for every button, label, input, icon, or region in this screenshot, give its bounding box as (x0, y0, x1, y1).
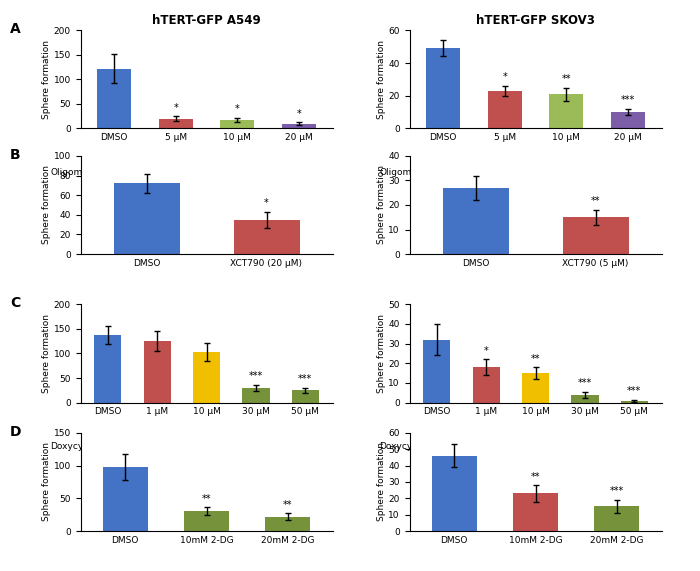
Text: ***: *** (578, 379, 592, 388)
Bar (513, 493, 558, 531)
Bar (103, 467, 148, 531)
Text: Doxycycline: Doxycycline (50, 442, 105, 451)
Text: ***: *** (610, 486, 624, 497)
Y-axis label: Sphere formation: Sphere formation (42, 314, 50, 393)
Y-axis label: Sphere formation: Sphere formation (42, 443, 50, 521)
Bar (522, 373, 549, 403)
Bar (265, 517, 310, 531)
Text: +: + (172, 168, 179, 177)
Text: -: - (113, 168, 116, 177)
Text: -: - (442, 168, 445, 177)
Text: +: + (153, 442, 161, 451)
Text: **: ** (531, 354, 540, 364)
Text: +: + (563, 168, 570, 177)
Text: *: * (484, 346, 489, 356)
Bar (488, 91, 522, 128)
Bar (550, 94, 583, 128)
Bar (571, 395, 598, 403)
Text: Oligomycin: Oligomycin (50, 168, 102, 177)
Text: *: * (296, 108, 301, 119)
Text: +: + (203, 442, 210, 451)
Text: **: ** (202, 494, 211, 504)
Bar (426, 49, 460, 128)
Text: *: * (264, 199, 269, 208)
Text: **: ** (283, 500, 293, 510)
Text: **: ** (561, 74, 571, 84)
Text: ***: *** (248, 372, 263, 381)
Bar (611, 112, 645, 128)
Bar (442, 188, 508, 254)
Text: +: + (501, 168, 508, 177)
Text: **: ** (531, 472, 540, 482)
Text: +: + (581, 442, 589, 451)
Bar (432, 456, 477, 531)
Text: +: + (624, 168, 631, 177)
Text: *: * (235, 104, 239, 114)
Bar (292, 391, 319, 403)
Bar (423, 340, 450, 403)
Text: ***: *** (621, 95, 635, 106)
Text: -: - (435, 442, 438, 451)
Text: *: * (503, 73, 507, 82)
Text: +: + (252, 442, 260, 451)
Text: +: + (295, 168, 302, 177)
Y-axis label: Sphere formation: Sphere formation (377, 443, 386, 521)
Y-axis label: Sphere formation: Sphere formation (377, 166, 386, 244)
Bar (563, 217, 629, 254)
Bar (94, 335, 121, 403)
Bar (282, 123, 316, 128)
Text: C: C (10, 296, 20, 311)
Text: *: * (174, 103, 178, 112)
Text: ***: *** (298, 375, 312, 384)
Bar (113, 183, 179, 254)
Bar (594, 506, 639, 531)
Text: +: + (631, 442, 638, 451)
Bar (234, 220, 300, 254)
Bar (159, 119, 192, 128)
Text: **: ** (591, 196, 601, 207)
Bar (193, 352, 220, 403)
Bar (220, 120, 254, 128)
Y-axis label: Sphere formation: Sphere formation (42, 166, 50, 244)
Text: -: - (106, 442, 109, 451)
Text: hTERT-GFP A549: hTERT-GFP A549 (152, 14, 261, 27)
Text: +: + (302, 442, 309, 451)
Text: A: A (10, 22, 21, 37)
Text: Doxycycline: Doxycycline (379, 442, 434, 451)
Bar (144, 341, 171, 403)
Text: Oligomycin: Oligomycin (379, 168, 430, 177)
Text: ***: *** (627, 386, 641, 396)
Bar (242, 388, 270, 403)
Y-axis label: Sphere formation: Sphere formation (377, 40, 386, 119)
Bar (184, 512, 229, 531)
Y-axis label: Sphere formation: Sphere formation (42, 40, 50, 119)
Text: +: + (234, 168, 241, 177)
Bar (473, 367, 500, 403)
Y-axis label: Sphere formation: Sphere formation (377, 314, 386, 393)
Text: D: D (10, 425, 22, 439)
Text: B: B (10, 148, 20, 162)
Text: +: + (482, 442, 490, 451)
Text: hTERT-GFP SKOV3: hTERT-GFP SKOV3 (476, 14, 595, 27)
Bar (97, 69, 131, 128)
Bar (621, 401, 648, 403)
Text: +: + (532, 442, 539, 451)
